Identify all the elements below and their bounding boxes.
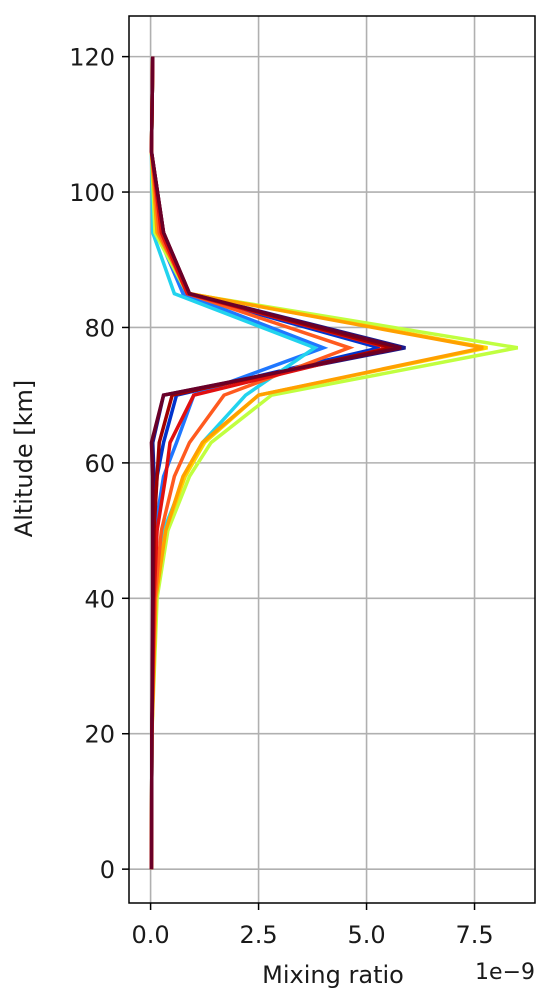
y-tick-label: 40	[84, 585, 115, 613]
x-axis-offset-label: 1e−9	[475, 960, 535, 985]
y-tick-label: 60	[84, 450, 115, 478]
x-tick-label: 2.5	[239, 921, 277, 949]
series-lines	[149, 56, 519, 870]
x-tick-label: 5.0	[347, 921, 385, 949]
axis-ticks: 0.0 2.5 5.0 7.5 0 20 40 60 80 100 120	[69, 44, 493, 949]
y-tick-label: 100	[69, 179, 115, 207]
plot-frame	[128, 15, 536, 904]
y-tick-label: 0	[100, 856, 115, 884]
y-tick-label: 80	[84, 314, 115, 342]
gridlines	[129, 16, 535, 903]
series-line-11	[149, 56, 402, 870]
y-tick-label: 20	[84, 721, 115, 749]
x-tick-label: 0.0	[132, 921, 170, 949]
x-axis-label: Mixing ratio	[262, 961, 404, 989]
x-tick-label: 7.5	[455, 921, 493, 949]
y-tick-label: 120	[69, 44, 115, 72]
y-axis-label: Altitude [km]	[10, 380, 38, 537]
